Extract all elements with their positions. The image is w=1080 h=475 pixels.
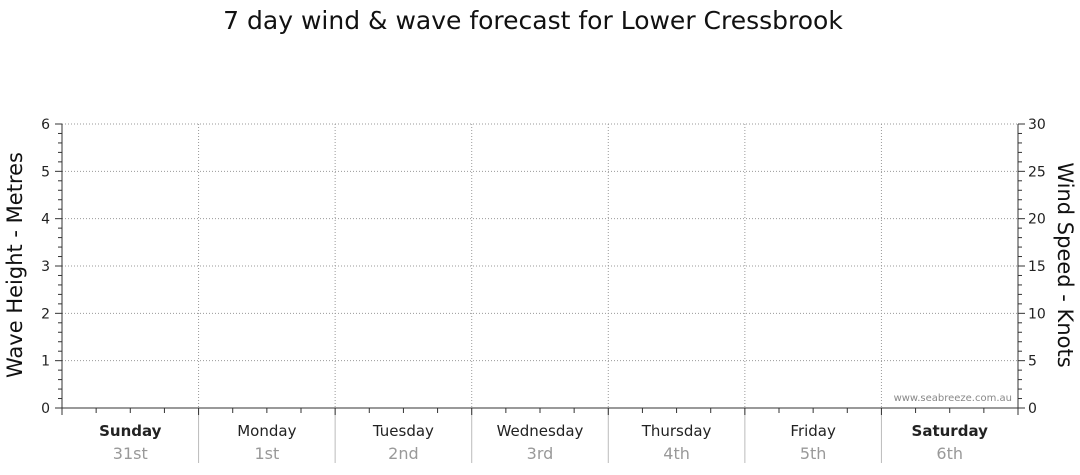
day-date-label: 5th [800, 444, 827, 463]
left-tick-label: 6 [41, 117, 50, 133]
right-tick-label: 0 [1028, 401, 1037, 417]
left-tick-label: 4 [41, 212, 50, 228]
watermark-text: www.seabreeze.com.au [894, 393, 1012, 404]
day-name-label: Friday [790, 422, 836, 440]
right-tick-label: 15 [1028, 259, 1046, 275]
day-date-label: 2nd [388, 444, 418, 463]
chart-title: 7 day wind & wave forecast for Lower Cre… [223, 6, 843, 35]
day-date-label: 31st [113, 444, 148, 463]
day-date-label: 4th [663, 444, 690, 463]
day-name-label: Tuesday [372, 422, 434, 440]
left-tick-label: 3 [41, 259, 50, 275]
tick-label-layer: 0 1 2 3 4 5 6 0 5 10 15 20 25 30 [41, 117, 1046, 417]
day-date-label: 6th [936, 444, 963, 463]
day-name-label: Thursday [641, 422, 712, 440]
right-tick-label: 30 [1028, 117, 1046, 133]
day-label-layer: Sunday 31st Monday 1st Tuesday 2nd Wednesday 3r… [99, 422, 988, 463]
day-name-label: Sunday [99, 422, 162, 440]
right-tick-label: 25 [1028, 164, 1046, 180]
day-date-label: 3rd [527, 444, 554, 463]
left-axis-title: Wave Height - Metres [3, 152, 27, 378]
left-tick-label: 1 [41, 354, 50, 370]
day-name-label: Wednesday [497, 422, 584, 440]
right-tick-label: 20 [1028, 212, 1046, 228]
left-tick-label: 0 [41, 401, 50, 417]
day-date-label: 1st [254, 444, 279, 463]
left-tick-label: 2 [41, 306, 50, 322]
left-tick-label: 5 [41, 164, 50, 180]
axis-layer [55, 123, 1025, 415]
grid-layer [62, 123, 1018, 463]
day-name-label: Monday [237, 422, 296, 440]
day-name-label: Saturday [912, 422, 989, 440]
right-tick-label: 5 [1028, 354, 1037, 370]
right-axis-title: Wind Speed - Knots [1053, 162, 1077, 367]
right-tick-label: 10 [1028, 306, 1046, 322]
